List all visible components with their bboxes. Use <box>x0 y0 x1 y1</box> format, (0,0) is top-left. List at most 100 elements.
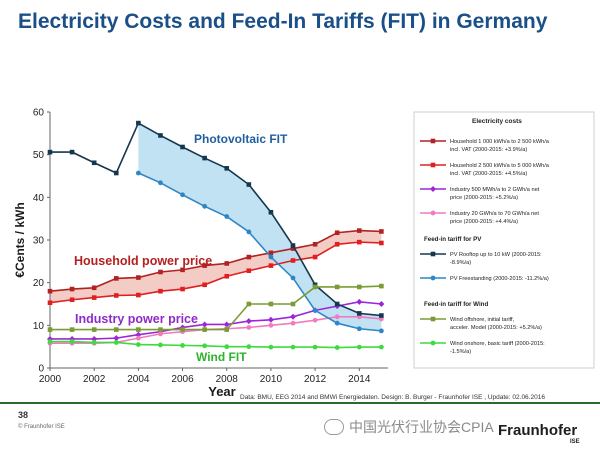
point-industry_20 <box>290 320 296 326</box>
point-pv_rooftop <box>290 243 296 248</box>
x-tick-label: 2014 <box>348 374 371 385</box>
x-axis-label: Year <box>208 384 235 399</box>
legend-label-household_2500: incl. VAT (2000-2015: +4.5%/a) <box>450 171 527 177</box>
fraunhofer-logo: Fraunhofer <box>498 422 578 439</box>
point-pv_rooftop <box>224 166 230 171</box>
legend-marker-household_2500 <box>430 162 436 168</box>
point-wind_onshore <box>158 342 163 348</box>
point-household_2500 <box>158 288 163 294</box>
point-industry_20 <box>246 325 252 330</box>
point-household_2500 <box>136 292 141 298</box>
x-tick-label: 2000 <box>39 374 62 385</box>
point-wind_offshore <box>356 284 362 290</box>
point-industry_500 <box>356 298 363 305</box>
y-tick-label: 40 <box>33 193 45 204</box>
point-wind_onshore <box>224 344 230 350</box>
point-pv_freestanding <box>378 328 384 334</box>
point-household_1000 <box>334 230 340 236</box>
point-industry_500 <box>113 335 120 342</box>
point-industry_20 <box>334 314 340 320</box>
point-household_2500 <box>202 282 207 288</box>
point-household_1000 <box>268 250 274 256</box>
point-household_2500 <box>334 241 340 247</box>
point-household_1000 <box>246 254 252 260</box>
legend-label-household_1000: Household 1 000 kWh/a to 2 500 kWh/a <box>450 139 550 145</box>
point-household_1000 <box>290 246 296 251</box>
point-household_1000 <box>312 241 318 247</box>
point-wind_onshore <box>47 339 53 344</box>
point-industry_20 <box>158 331 163 337</box>
legend-marker-pv_freestanding <box>430 275 436 281</box>
point-wind_offshore <box>379 283 384 289</box>
point-wind_onshore <box>290 344 296 350</box>
point-household_2500 <box>290 258 296 263</box>
annotation-2: Industry power price <box>75 312 198 326</box>
series-line-household_1000 <box>49 229 382 292</box>
point-wind_onshore <box>135 342 141 347</box>
point-pv_freestanding <box>135 170 141 176</box>
point-household_1000 <box>47 288 53 294</box>
point-industry_500 <box>135 331 142 338</box>
point-household_2500 <box>113 293 119 298</box>
point-wind_onshore <box>113 340 119 345</box>
point-industry_500 <box>91 335 98 342</box>
annotation-3: Wind FIT <box>196 350 247 364</box>
legend-marker-pv_rooftop <box>430 251 436 257</box>
point-household_1000 <box>69 286 75 292</box>
y-tick-label: 60 <box>33 108 45 119</box>
slide-number: 38 <box>18 410 29 420</box>
series-line-pv_freestanding <box>138 172 382 332</box>
point-pv_rooftop <box>158 133 163 138</box>
point-pv_freestanding <box>224 214 230 219</box>
point-pv_rooftop <box>69 149 75 155</box>
point-wind_offshore <box>312 284 318 290</box>
point-industry_20 <box>135 335 141 341</box>
point-household_2500 <box>69 297 75 303</box>
x-tick-label: 2002 <box>83 374 106 385</box>
point-pv_freestanding <box>158 180 163 186</box>
point-wind_offshore <box>47 327 53 332</box>
point-wind_onshore <box>246 344 252 350</box>
wechat-icon <box>324 419 344 435</box>
point-industry_500 <box>290 313 297 320</box>
point-household_1000 <box>136 275 141 280</box>
point-pv_rooftop <box>113 170 119 176</box>
fraunhofer-logo-sub: ISE <box>570 439 580 445</box>
point-industry_500 <box>245 318 252 325</box>
annotation-1: Household power price <box>74 254 212 268</box>
series-line-household_2500 <box>49 241 382 304</box>
point-wind_offshore <box>158 327 163 332</box>
legend-label-household_1000: incl. VAT (2000-2015: +3.9%/a) <box>450 147 527 153</box>
point-wind_onshore <box>268 344 274 350</box>
point-household_2500 <box>246 268 252 274</box>
point-pv_freestanding <box>246 229 252 235</box>
footer-divider <box>0 402 600 404</box>
legend-heading-2: Feed-in tariff for Wind <box>424 301 488 308</box>
point-wind_offshore <box>268 301 274 307</box>
point-household_1000 <box>379 229 384 234</box>
point-wind_offshore <box>136 327 141 332</box>
point-household_2500 <box>180 286 185 292</box>
legend-marker-wind_onshore <box>430 340 436 346</box>
point-wind_offshore <box>334 284 340 290</box>
legend-label-industry_500: Industry 500 MWh/a to 2 GWh/a net <box>450 187 540 193</box>
y-tick-label: 50 <box>33 150 45 161</box>
annotation-0: Photovoltaic FIT <box>194 132 288 146</box>
legend-label-pv_rooftop: -8.9%/a) <box>450 260 471 266</box>
point-pv_freestanding <box>312 308 318 313</box>
point-pv_rooftop <box>334 301 340 307</box>
legend-label-pv_rooftop: PV Rooftop up to 10 kW (2000-2015: <box>450 252 542 258</box>
point-household_1000 <box>91 285 97 291</box>
point-wind_offshore <box>290 301 296 307</box>
point-wind_onshore <box>312 344 318 350</box>
legend-box <box>413 111 595 369</box>
legend-label-wind_onshore: Wind onshore, basic tariff (2000-2015: <box>450 341 545 347</box>
x-tick-label: 2006 <box>171 374 194 385</box>
legend-label-wind_offshore: acceler. Model (2000-2015: +5.2%/a) <box>450 325 542 331</box>
legend-marker-household_1000 <box>430 138 436 144</box>
point-wind_offshore <box>246 301 252 307</box>
point-industry_500 <box>201 321 208 328</box>
point-wind_offshore <box>202 327 207 332</box>
point-pv_rooftop <box>47 149 53 155</box>
point-household_1000 <box>224 261 230 266</box>
